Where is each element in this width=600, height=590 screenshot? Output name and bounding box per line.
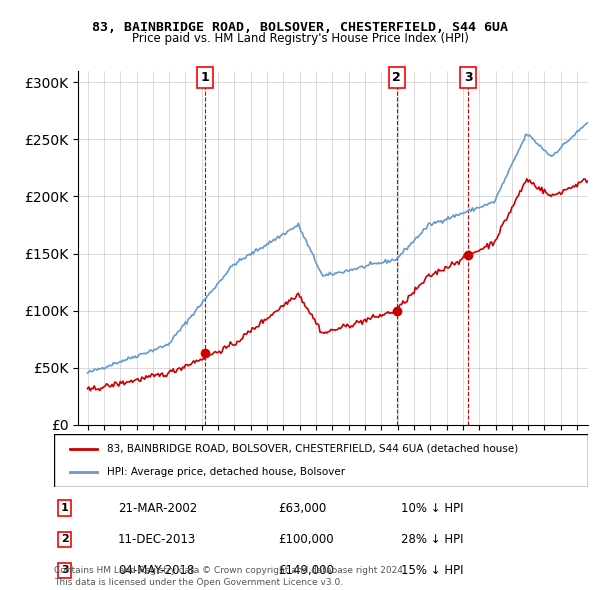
- Text: 28% ↓ HPI: 28% ↓ HPI: [401, 533, 464, 546]
- Text: HPI: Average price, detached house, Bolsover: HPI: Average price, detached house, Bols…: [107, 467, 346, 477]
- Text: 10% ↓ HPI: 10% ↓ HPI: [401, 502, 464, 514]
- Text: £149,000: £149,000: [278, 564, 334, 577]
- Text: 21-MAR-2002: 21-MAR-2002: [118, 502, 197, 514]
- Text: 04-MAY-2018: 04-MAY-2018: [118, 564, 194, 577]
- Text: Price paid vs. HM Land Registry's House Price Index (HPI): Price paid vs. HM Land Registry's House …: [131, 32, 469, 45]
- Text: £63,000: £63,000: [278, 502, 326, 514]
- Text: 1: 1: [61, 503, 68, 513]
- FancyBboxPatch shape: [54, 434, 588, 487]
- Text: 15% ↓ HPI: 15% ↓ HPI: [401, 564, 464, 577]
- Text: 2: 2: [61, 535, 68, 545]
- Text: £100,000: £100,000: [278, 533, 334, 546]
- Text: 11-DEC-2013: 11-DEC-2013: [118, 533, 196, 546]
- Text: 83, BAINBRIDGE ROAD, BOLSOVER, CHESTERFIELD, S44 6UA: 83, BAINBRIDGE ROAD, BOLSOVER, CHESTERFI…: [92, 21, 508, 34]
- Text: Contains HM Land Registry data © Crown copyright and database right 2024.
This d: Contains HM Land Registry data © Crown c…: [54, 566, 406, 587]
- Text: 3: 3: [464, 71, 473, 84]
- Text: 2: 2: [392, 71, 401, 84]
- Text: 83, BAINBRIDGE ROAD, BOLSOVER, CHESTERFIELD, S44 6UA (detached house): 83, BAINBRIDGE ROAD, BOLSOVER, CHESTERFI…: [107, 444, 518, 454]
- Text: 1: 1: [201, 71, 210, 84]
- Text: 3: 3: [61, 565, 68, 575]
